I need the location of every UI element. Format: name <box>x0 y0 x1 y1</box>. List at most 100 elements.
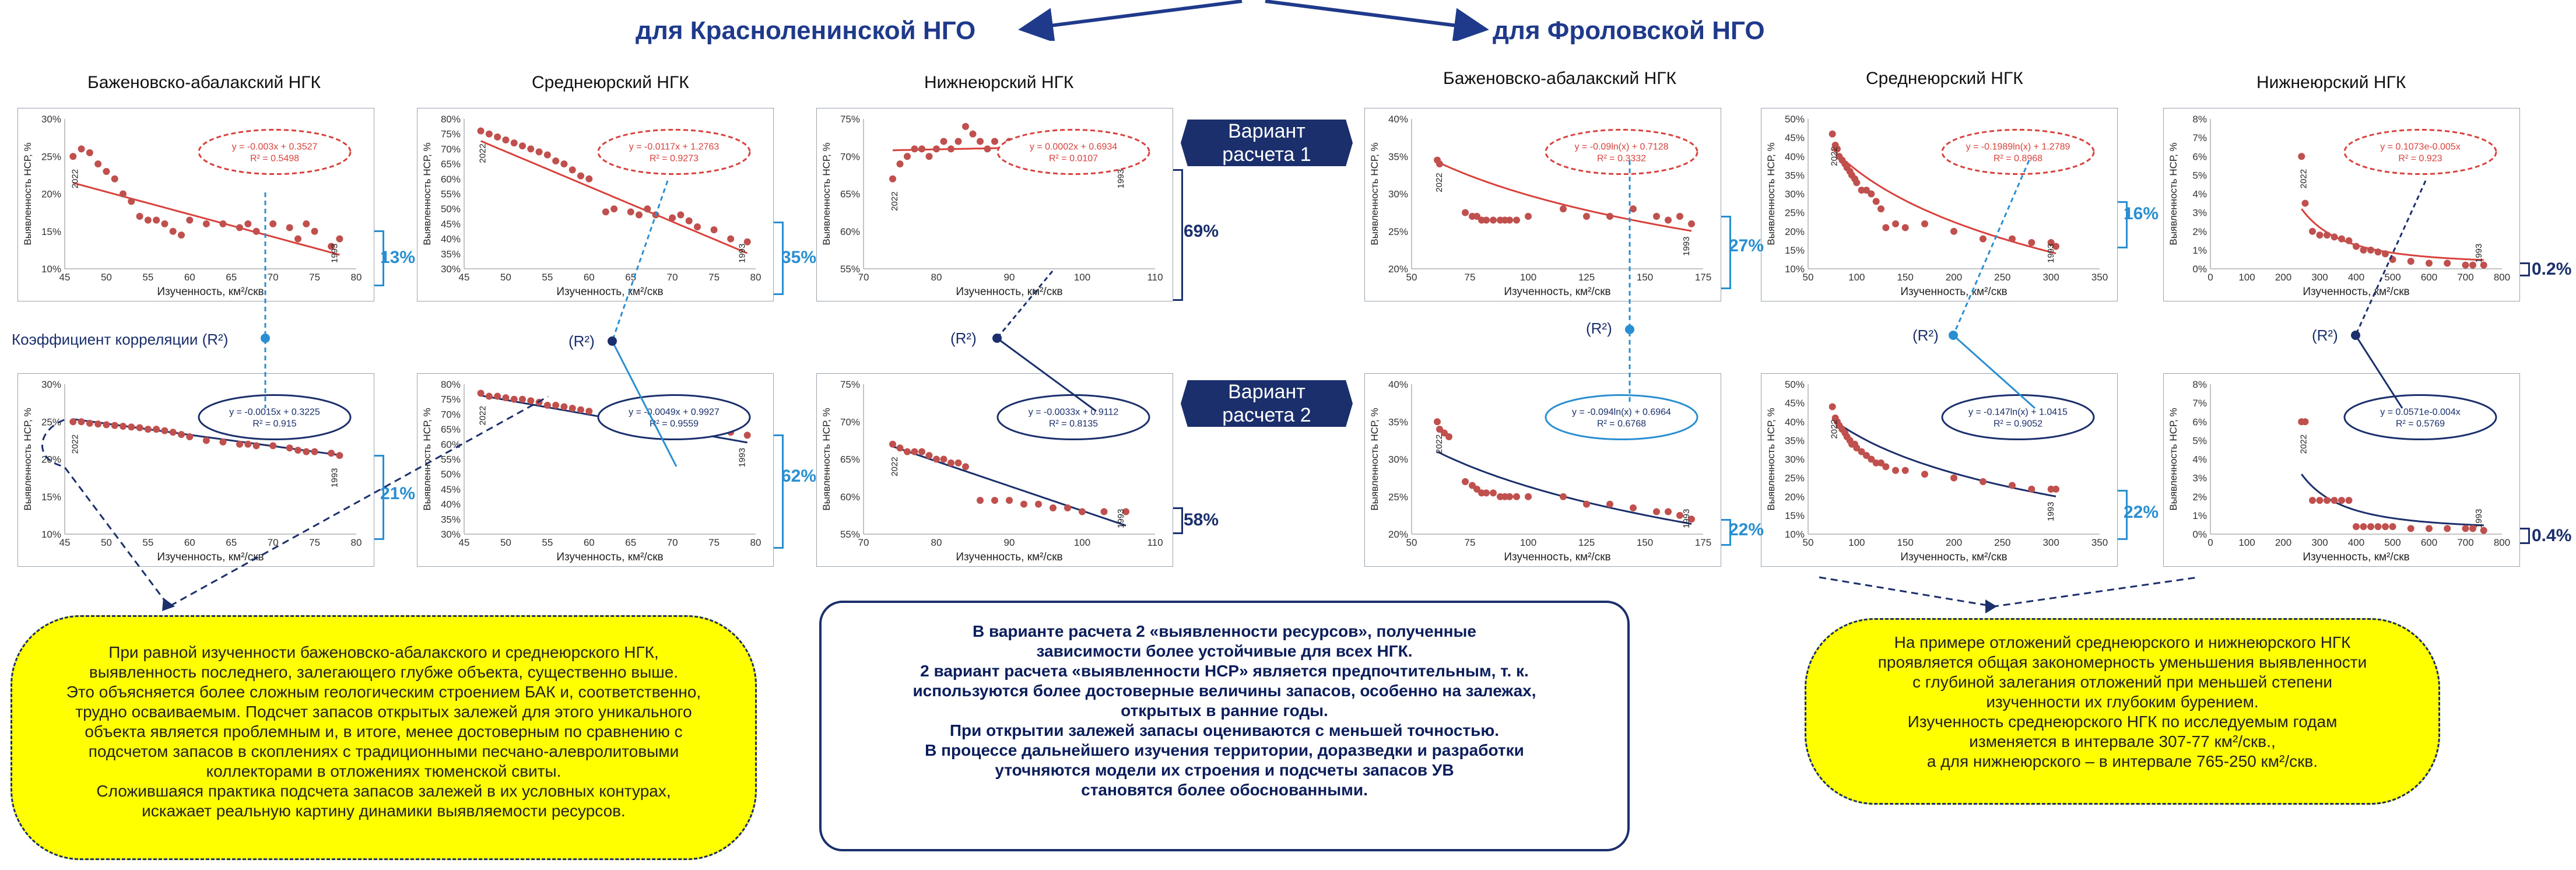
data-point <box>2316 231 2324 239</box>
x-tick-label: 0 <box>2208 537 2213 548</box>
chart-panel-bazhen-frolov-v1: 20% 25% 30% 35% 40% 50 75 100 125 150 175 Изученнос… <box>1364 108 1721 301</box>
data-point <box>1882 224 1890 231</box>
chart-panel-middlejurassic-frolov-v2: 10% 15% 20% 25% 30% 35% 40% 45% 50% 50 100 150 200 25… <box>1761 373 2118 567</box>
x-tick-label: 90 <box>1004 272 1015 283</box>
data-point <box>136 424 143 432</box>
data-point <box>2374 248 2382 256</box>
y-tick-label: 80% <box>441 379 461 390</box>
data-point <box>2324 231 2331 239</box>
data-point <box>1950 474 1957 482</box>
data-point <box>1606 213 1613 220</box>
data-point <box>286 444 293 452</box>
data-point <box>485 392 493 400</box>
y-tick-label: 35% <box>441 514 461 525</box>
x-tick-label: 175 <box>1695 537 1711 548</box>
data-point <box>1921 220 1928 227</box>
pct-p12: 35% <box>781 248 817 267</box>
data-point <box>977 497 984 504</box>
data-point <box>1834 145 1841 153</box>
y-axis-label: Выявленность НСР, % <box>22 142 33 245</box>
x-tick-label: 100 <box>2238 537 2255 548</box>
data-point <box>918 145 925 153</box>
trend-line <box>72 182 340 256</box>
x-tick-label: 200 <box>1946 272 1962 283</box>
note-center-line: уточняются модели их строения и подсчеты… <box>995 761 1454 779</box>
y-tick-label: 8% <box>2192 114 2207 125</box>
data-point <box>1525 493 1532 500</box>
data-point <box>585 408 593 415</box>
equation-ellipse <box>996 129 1150 176</box>
header-frolov: для Фроловской НГО <box>1493 16 1765 45</box>
data-point <box>2407 258 2414 265</box>
data-point <box>1872 198 1880 205</box>
equation-ellipse <box>198 129 352 176</box>
x-tick-label: 75 <box>1465 537 1476 548</box>
data-point <box>94 160 102 168</box>
note-left-line: выявленность последнего, залегающего глу… <box>89 663 679 681</box>
data-point <box>610 205 618 213</box>
x-tick-label: 100 <box>1520 537 1536 548</box>
x-tick-label: 800 <box>2494 272 2510 283</box>
data-point <box>286 224 293 231</box>
year-label-1993: 1993 <box>738 244 747 263</box>
x-tick-label: 500 <box>2384 272 2400 283</box>
y-tick-label: 75% <box>441 394 461 405</box>
equation-ellipse <box>597 129 751 176</box>
y-axis-label: Выявленность НСР, % <box>422 408 433 510</box>
data-point <box>494 133 501 141</box>
note-right-line: На примере отложений среднеюрского и ниж… <box>1894 633 2351 651</box>
x-tick-label: 400 <box>2348 537 2364 548</box>
x-axis-label: Изученность, км²/скв <box>1900 286 2007 298</box>
equation-text: y = 0.0002x + 0.6934 <box>1030 142 1117 152</box>
data-point <box>1560 493 1567 500</box>
equation-ellipse <box>1545 129 1698 176</box>
year-label-2022: 2022 <box>890 191 900 211</box>
y-tick-label: 6% <box>2192 151 2207 162</box>
pct-p15: 16% <box>2124 204 2159 223</box>
chart-svg: 55% 60% 65% 70% 75% 70 80 90 100 110 Изученность, … <box>821 379 1163 563</box>
data-point <box>111 175 118 183</box>
year-label-1993: 1993 <box>1116 169 1126 188</box>
data-point <box>1079 508 1086 515</box>
data-point <box>560 160 568 168</box>
x-tick-label: 350 <box>2091 272 2108 283</box>
x-tick-label: 100 <box>1074 272 1090 283</box>
data-point <box>925 452 933 459</box>
bracket-p24 <box>1721 519 1731 546</box>
y-tick-label: 50% <box>1785 379 1805 390</box>
data-point <box>2309 227 2316 235</box>
data-point <box>1688 220 1695 227</box>
x-tick-label: 60 <box>584 537 595 548</box>
x-tick-label: 50 <box>101 537 112 548</box>
x-tick-label: 65 <box>625 272 636 283</box>
data-point <box>2331 233 2338 241</box>
note-center-line: В варианте расчета 2 «выявленности ресур… <box>972 622 1477 640</box>
data-point <box>311 227 318 235</box>
data-point <box>743 432 751 439</box>
pct-p23: 58% <box>1184 510 1219 529</box>
y-tick-label: 10% <box>41 529 61 540</box>
data-point <box>1100 508 1108 515</box>
data-point <box>568 405 576 412</box>
y-tick-label: 20% <box>1388 264 1408 275</box>
data-point <box>1858 448 1865 455</box>
r2-label-4: (R²) <box>1912 327 1939 344</box>
data-point <box>244 220 252 227</box>
y-tick-label: 20% <box>1785 492 1805 503</box>
equation-ellipse <box>2343 394 2497 441</box>
note-center-line: используются более достоверные величины … <box>913 682 1536 700</box>
y-tick-label: 70% <box>840 151 860 162</box>
data-point <box>933 145 940 153</box>
year-label-2022: 2022 <box>1434 173 1444 192</box>
pct-p26: 0.4% <box>2532 526 2572 545</box>
bracket-p13 <box>1173 169 1183 301</box>
chart-panel-lowerjurassic-krasnoleninsk-v2: 55% 60% 65% 70% 75% 70 80 90 100 110 Изученность, … <box>816 373 1173 567</box>
y-tick-label: 7% <box>2192 398 2207 409</box>
variant-2-line2: расчета 2 <box>1222 404 1311 426</box>
data-point <box>677 211 685 219</box>
y-tick-label: 35% <box>1388 416 1408 427</box>
y-tick-label: 35% <box>1388 151 1408 162</box>
bracket-p12 <box>774 222 784 295</box>
data-point <box>694 223 701 231</box>
year-label-2022: 2022 <box>1434 434 1444 454</box>
